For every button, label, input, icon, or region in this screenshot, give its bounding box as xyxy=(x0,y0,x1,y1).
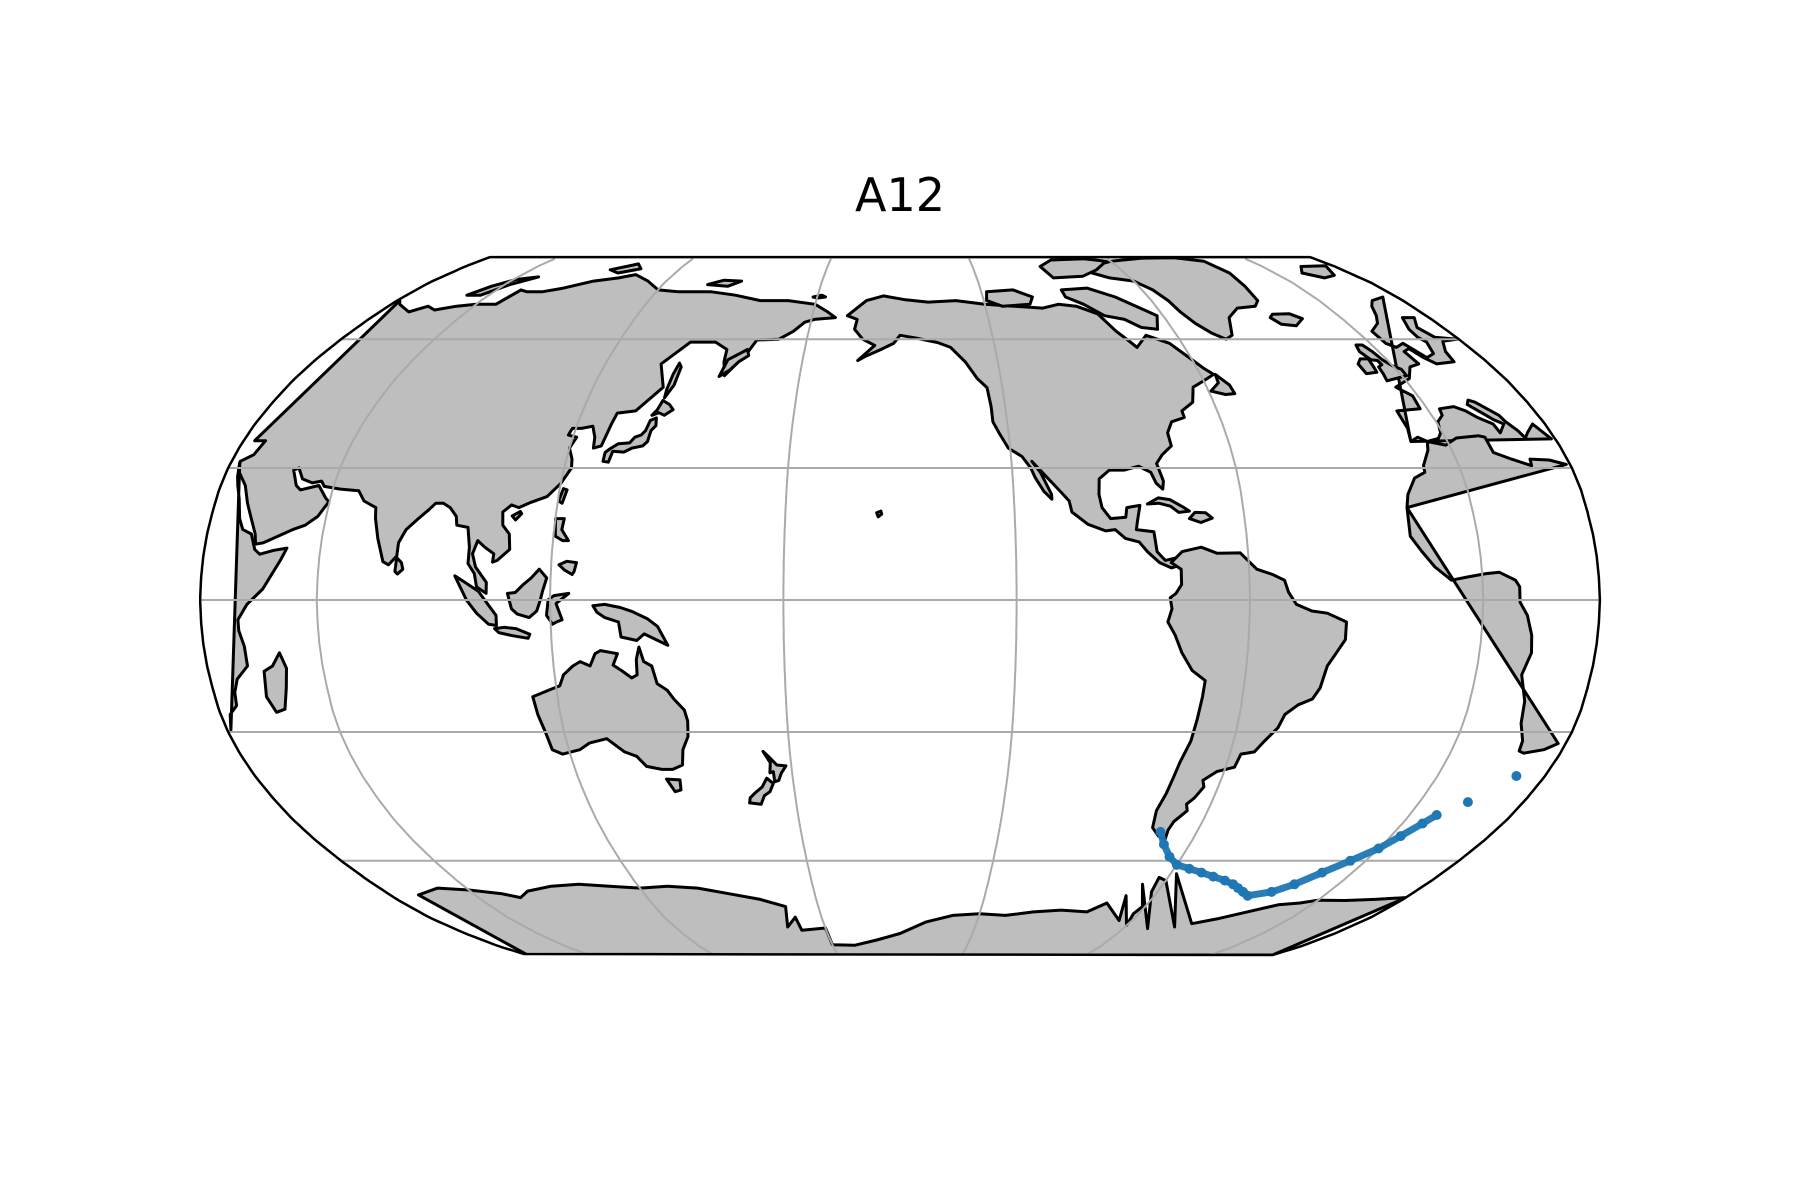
map-border xyxy=(198,255,1602,957)
track-point xyxy=(1164,851,1175,862)
land-eurasia xyxy=(236,273,1553,595)
meridian-line xyxy=(548,257,715,956)
land-new-zealand-north xyxy=(761,749,788,784)
meridian-line xyxy=(961,258,1018,956)
track-point xyxy=(1266,886,1277,897)
land-hainan xyxy=(510,510,524,522)
land-south-america xyxy=(1151,545,1348,841)
land-ellesmere-island xyxy=(1038,257,1108,280)
land-luzon xyxy=(553,517,570,543)
meridian-line xyxy=(1210,257,1485,956)
land-japan xyxy=(601,416,658,464)
cruise-track xyxy=(1155,771,1522,901)
land-australia xyxy=(531,645,690,771)
track-point xyxy=(1417,818,1428,829)
track-point xyxy=(1395,831,1406,842)
land-kamchatka xyxy=(717,348,751,378)
track-point xyxy=(1196,867,1207,878)
land-wrangel-island xyxy=(811,293,827,300)
land-severnaya-zemlya xyxy=(608,262,643,275)
land-newfoundland xyxy=(1209,372,1237,396)
land-taiwan xyxy=(557,487,569,505)
meridian-line xyxy=(315,257,590,956)
land-hawaii xyxy=(875,509,884,519)
track-point xyxy=(1158,839,1169,850)
track-point xyxy=(1373,843,1384,854)
land-cuba xyxy=(1145,496,1191,514)
land-svalbard xyxy=(1299,264,1336,280)
map-title: A12 xyxy=(854,168,945,222)
graticule xyxy=(200,257,1600,956)
land-antarctica xyxy=(417,872,1408,956)
land-ireland xyxy=(1356,357,1379,376)
land-sakhalin xyxy=(663,361,683,400)
land-new-guinea xyxy=(591,602,670,647)
land-great-britain xyxy=(1354,343,1409,383)
land-new-zealand-south xyxy=(748,776,775,806)
land-north-america xyxy=(845,294,1216,570)
land-tasmania xyxy=(665,777,683,794)
meridian-line xyxy=(782,258,839,956)
track-point xyxy=(1289,879,1300,890)
land-java xyxy=(493,625,532,640)
track-point xyxy=(1155,826,1166,837)
track-point xyxy=(1184,863,1195,874)
land-new-siberian-islands xyxy=(706,278,744,288)
land-borneo xyxy=(505,567,549,620)
track-point xyxy=(1219,875,1230,886)
land-mindanao xyxy=(557,559,578,576)
land-madagascar xyxy=(262,651,288,714)
map-frame xyxy=(198,255,1602,957)
track-point xyxy=(1462,797,1473,808)
track-point xyxy=(1242,890,1253,901)
land-baffin-island xyxy=(1059,286,1159,331)
track-point xyxy=(1431,810,1442,820)
land-iceland xyxy=(1268,312,1304,328)
land-sri-lanka xyxy=(393,556,405,576)
land-hispaniola xyxy=(1187,510,1214,524)
track-point xyxy=(1317,867,1327,878)
track-point xyxy=(1208,871,1219,882)
land-victoria-island xyxy=(985,288,1034,308)
land-hokkaido xyxy=(650,399,675,417)
track-point xyxy=(1345,855,1356,866)
track-point xyxy=(1511,771,1522,781)
track-point xyxy=(1171,859,1182,870)
